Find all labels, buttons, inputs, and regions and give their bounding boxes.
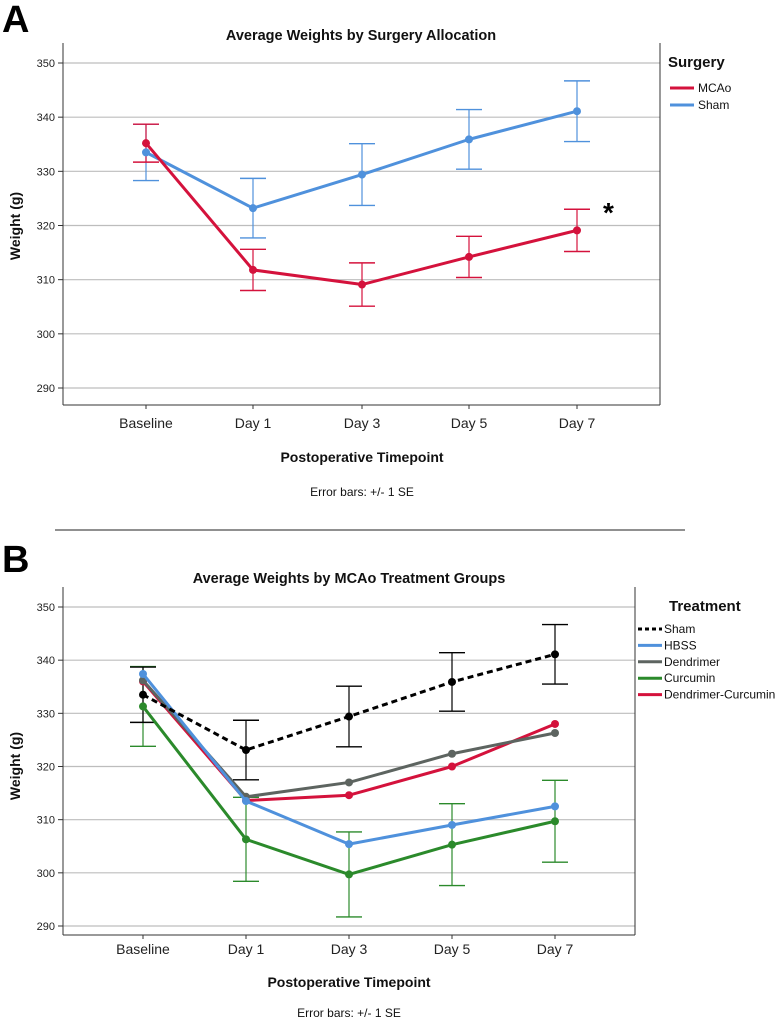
panel-b-legend-title: Treatment [669,598,741,615]
panel-a-point-sham [249,204,257,213]
panel-b-legend-label-sham: Sham [664,622,695,636]
panel-a-y-axis-label: Weight (g) [7,192,23,260]
panel-b-point-sham [242,746,250,755]
panel-b-title: Average Weights by MCAo Treatment Groups [193,571,506,587]
panel-a-y-tick-label: 300 [37,329,55,341]
panel-b-point-dendrimer-curcumin [448,762,456,771]
panel-b-point-curcumin [551,817,559,826]
panel-a-point-mcao [465,252,473,261]
panel-b-plot: 290 300 310 320 330 340 350 Baseline Day 1 Day 3 D… [37,587,636,957]
panel-b-y-tick-label: 320 [37,762,55,774]
panel-a-point-sham [573,107,581,116]
panel-b-x-tick-label: Day 7 [537,941,574,957]
panel-b-point-curcumin [139,702,147,711]
panel-b-legend-label-curcumin: Curcumin [664,671,715,685]
panel-b-point-sham [551,650,559,659]
panel-a-letter: A [2,0,29,41]
panel-b-letter: B [2,539,29,581]
panel-a-y-tick-label: 310 [37,275,55,287]
panel-b-point-dendrimer [345,778,353,787]
panel-a-y-tick-label: 330 [37,166,55,178]
panel-b-x-tick-label: Day 3 [331,941,368,957]
panel-b-point-hbss [551,802,559,811]
panel-b-x-tick-label: Day 5 [434,941,471,957]
panel-b-point-curcumin [448,840,456,849]
panel-a-legend: MCAo Sham [670,81,732,112]
panel-a-point-sham [465,135,473,144]
panel-b-point-curcumin [345,870,353,879]
panel-a-point-mcao [358,280,366,289]
panel-b-point-curcumin [242,835,250,844]
panel-b-legend-label-dendrimer: Dendrimer [664,655,720,669]
panel-b-error-note: Error bars: +/- 1 SE [297,1006,401,1020]
panel-a-significance-star: * [603,197,614,228]
panel-b-legend-label-hbss: HBSS [664,638,697,652]
panel-b-point-sham [345,712,353,721]
panel-a-legend-label-sham: Sham [698,98,729,112]
panel-a-title: Average Weights by Surgery Allocation [226,28,496,44]
panel-a-point-mcao [573,226,581,235]
panel-a-plot: 290 300 310 320 330 340 350 Baseline Day 1 Day 3 D… [37,43,661,431]
panel-a-x-tick-label: Day 3 [344,415,381,431]
panel-a-x-axis-label: Postoperative Timepoint [280,449,443,465]
panel-a-point-sham [358,170,366,179]
panel-a-point-mcao [142,139,150,148]
panel-b-y-tick-label: 310 [37,815,55,827]
panel-b-x-tick-label: Day 1 [228,941,265,957]
panel-a-x-tick-label: Day 7 [559,415,596,431]
panel-b-point-hbss [448,820,456,829]
panel-a-point-mcao [249,265,257,274]
panel-b-y-tick-label: 290 [37,921,55,933]
panel-b-point-hbss [242,797,250,806]
panel-b-y-tick-label: 350 [37,602,55,614]
panel-b-point-dendrimer-curcumin [345,791,353,800]
panel-b-y-tick-label: 330 [37,708,55,720]
panel-b-y-tick-label: 340 [37,655,55,667]
panel-a-y-tick-label: 340 [37,112,55,124]
panel-a-x-tick-label: Baseline [119,415,173,431]
panel-b-x-tick-label: Baseline [116,941,170,957]
panel-b-point-sham [139,690,147,699]
panel-b-point-dendrimer [551,729,559,738]
panel-a-y-tick-label: 350 [37,58,55,70]
panel-b-legend: Sham HBSS Dendrimer Curcumin Dendrimer-Curcu… [638,622,775,702]
panel-a-error-note: Error bars: +/- 1 SE [310,485,414,499]
panel-b-y-tick-label: 300 [37,868,55,880]
panel-a-x-tick-label: Day 1 [235,415,272,431]
panel-b-point-hbss [345,840,353,849]
panel-a-point-sham [142,148,150,157]
panel-a-legend-title: Surgery [668,54,725,71]
panel-a-legend-label-mcao: MCAo [698,81,732,95]
panel-a-x-tick-label: Day 5 [451,415,488,431]
panel-b-y-axis-label: Weight (g) [7,732,23,800]
panel-b-point-sham [448,677,456,686]
panel-b-point-dendrimer-curcumin [551,719,559,728]
panel-a-y-tick-label: 320 [37,221,55,233]
panel-b-x-axis-label: Postoperative Timepoint [267,974,430,990]
panel-b-point-dendrimer [448,749,456,758]
panel-a-y-tick-label: 290 [37,383,55,395]
panel-b-legend-label-dendrimer-curcumin: Dendrimer-Curcumin [664,688,775,702]
panel-b-point-hbss [139,669,147,678]
